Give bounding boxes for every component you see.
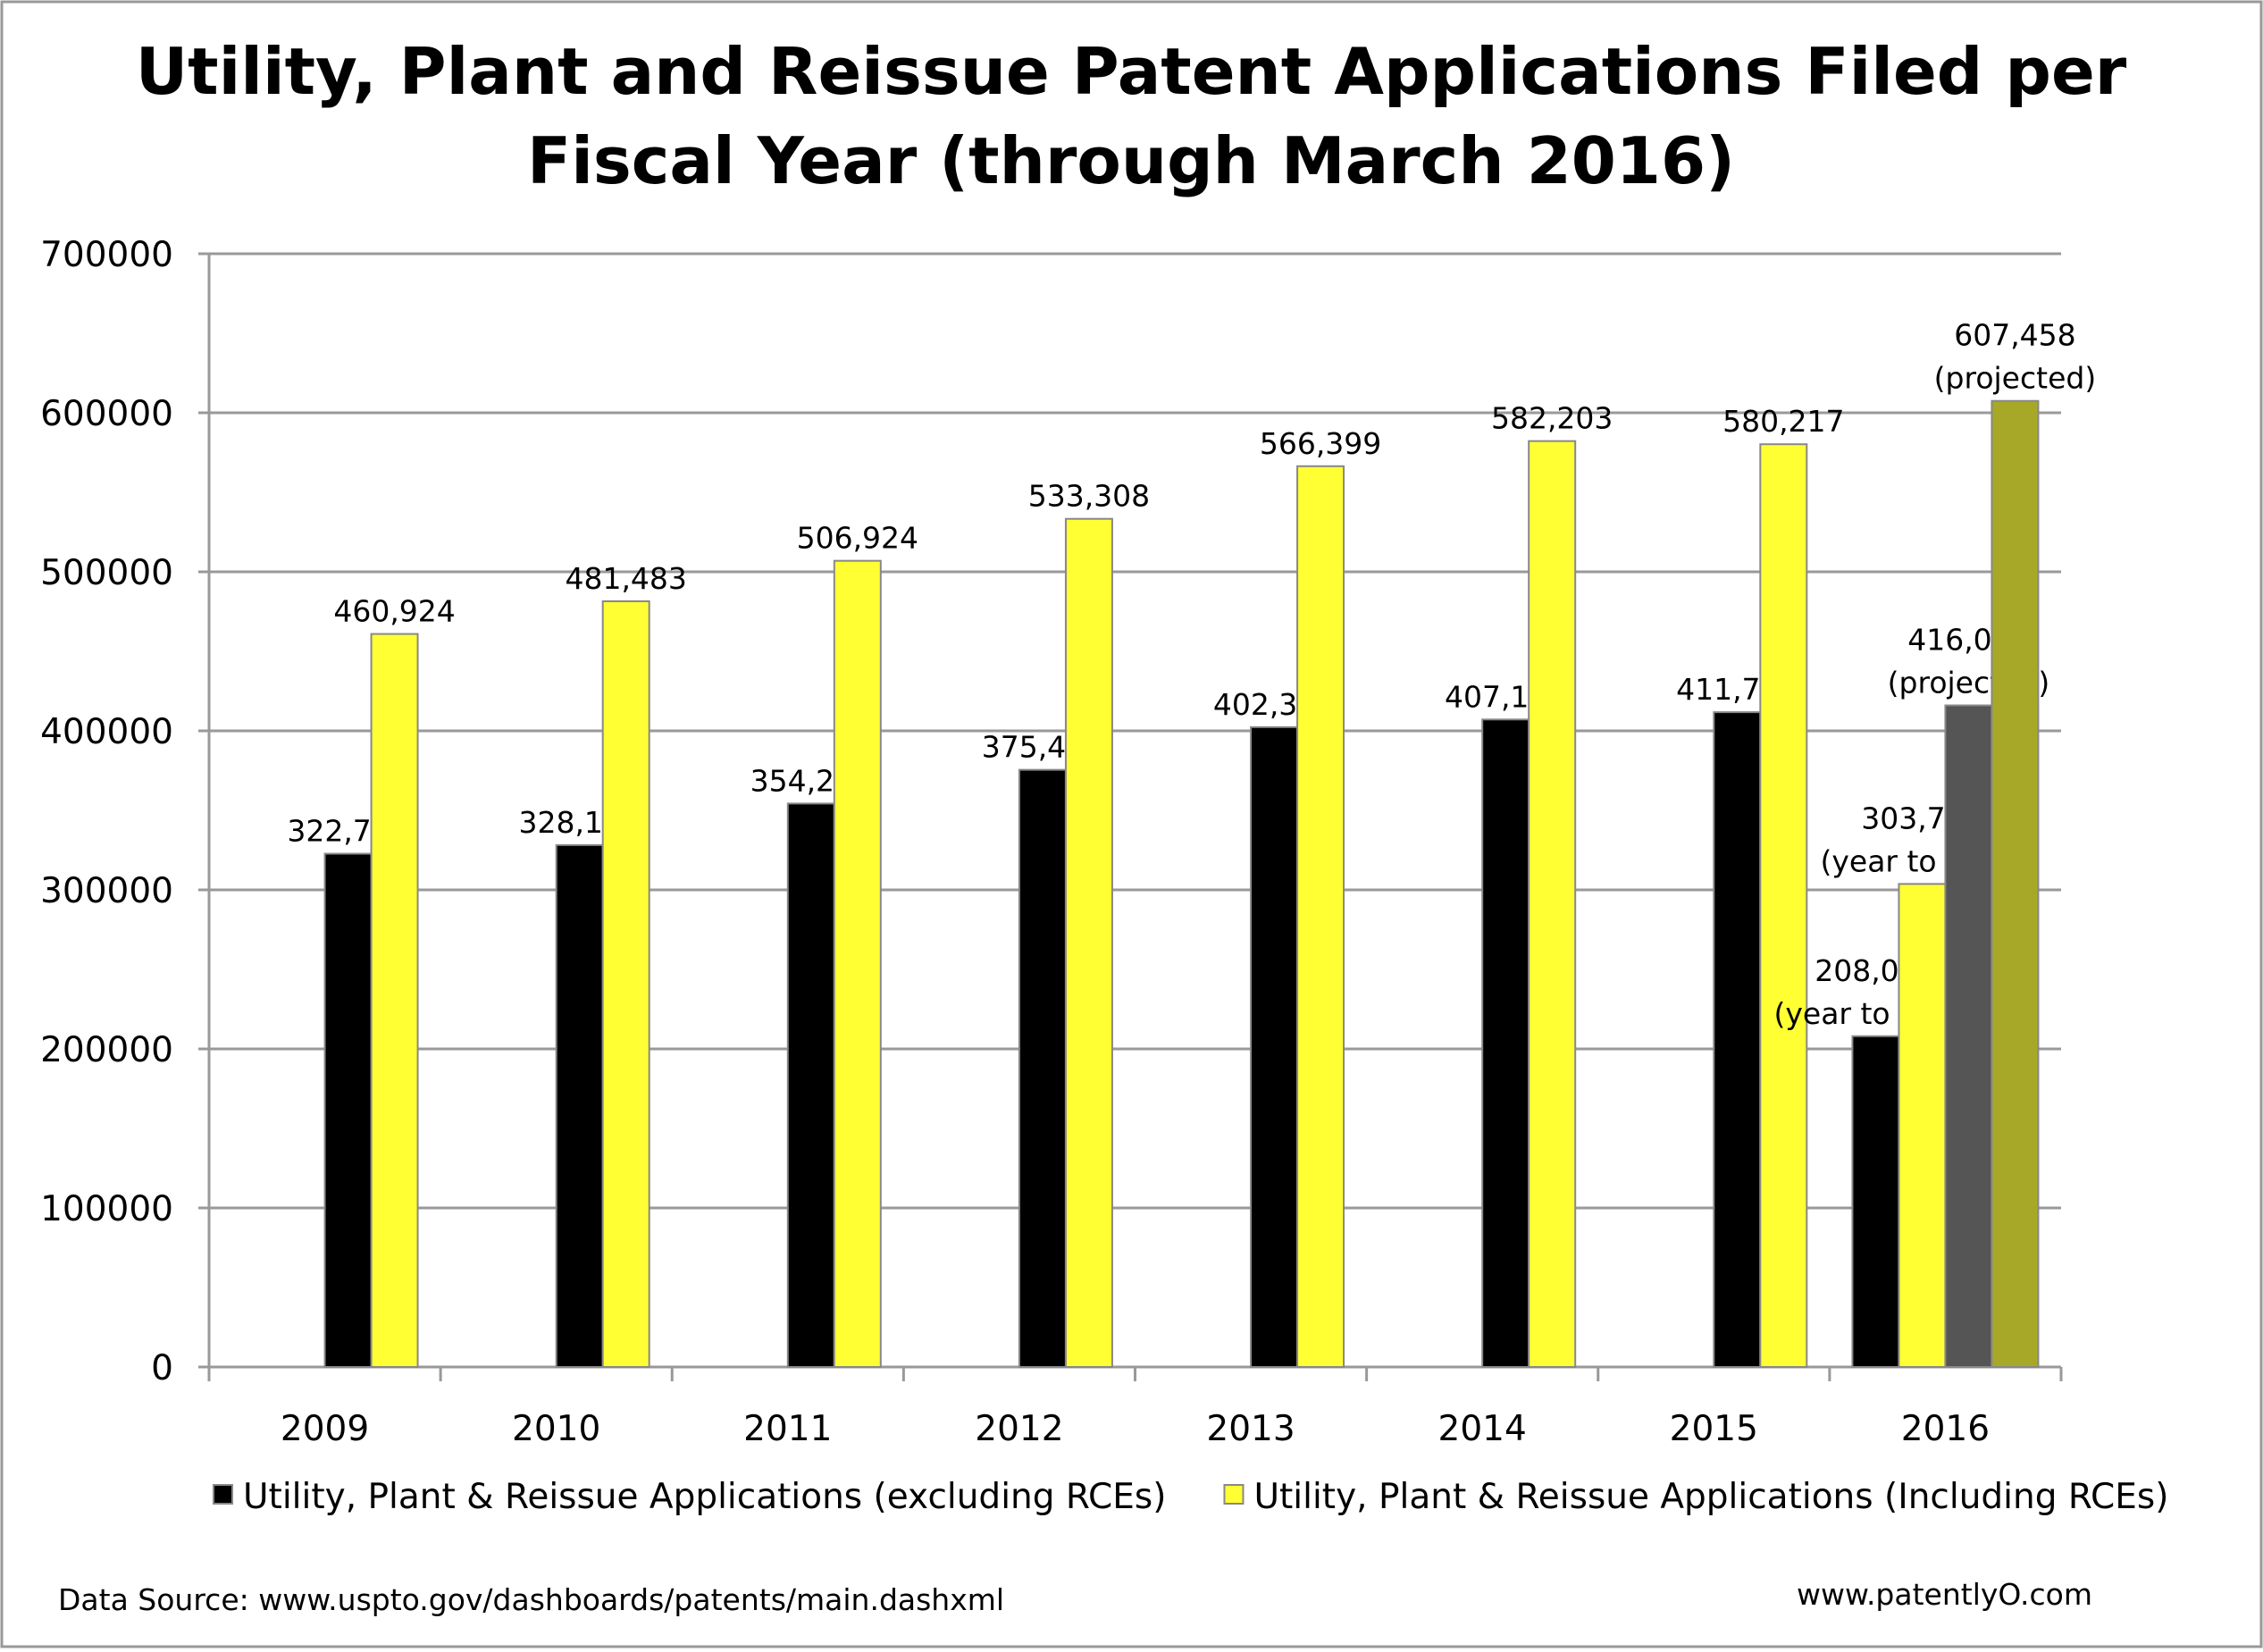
legend-swatch [214, 1485, 232, 1504]
footer-source: Data Source: www.uspto.gov/dashboards/pa… [58, 1582, 1004, 1617]
value-label: 607,458 [1954, 318, 2075, 353]
x-tick-label: 2016 [1901, 1409, 1990, 1449]
y-tick-label: 0 [151, 1348, 173, 1388]
x-tick-label: 2015 [1670, 1409, 1758, 1449]
x-tick-label: 2010 [512, 1409, 600, 1449]
y-tick-label: 200000 [40, 1030, 173, 1070]
chart-title: Utility, Plant and Reissue Patent Applic… [136, 34, 2127, 109]
x-tick-label: 2014 [1438, 1409, 1527, 1449]
x-tick-label: 2011 [743, 1409, 832, 1449]
bar [372, 634, 418, 1367]
bar [1760, 444, 1806, 1367]
chart-title: Fiscal Year (through March 2016) [527, 123, 1735, 198]
bar [1714, 712, 1760, 1367]
value-label: 481,483 [565, 561, 686, 596]
bar [1529, 441, 1575, 1367]
x-tick-label: 2009 [281, 1409, 369, 1449]
bar [788, 803, 834, 1367]
y-tick-label: 700000 [40, 235, 173, 275]
bar [1019, 770, 1066, 1367]
bar [834, 561, 881, 1367]
bar [603, 601, 650, 1367]
bar [1297, 466, 1344, 1367]
x-tick-label: 2012 [975, 1409, 1063, 1449]
value-label: 506,924 [797, 521, 918, 556]
y-tick-label: 600000 [40, 394, 173, 434]
y-tick-label: 500000 [40, 553, 173, 593]
bar [1482, 719, 1529, 1367]
bar [1251, 727, 1297, 1367]
legend-label: Utility, Plant & Reissue Applications (I… [1253, 1477, 2168, 1517]
legend-label: Utility, Plant & Reissue Applications (e… [243, 1477, 1166, 1517]
y-tick-label: 100000 [40, 1189, 173, 1229]
bar [557, 845, 603, 1367]
value-label: 582,203 [1491, 401, 1613, 436]
value-note: (projected) [1934, 361, 2097, 396]
legend-swatch [1224, 1485, 1243, 1504]
bar [1945, 706, 1991, 1367]
x-tick-label: 2013 [1206, 1409, 1295, 1449]
bar [1898, 884, 1945, 1367]
y-tick-label: 400000 [40, 712, 173, 752]
y-tick-label: 300000 [40, 871, 173, 911]
bar [325, 854, 372, 1367]
bar [1066, 519, 1112, 1367]
bar [1852, 1036, 1898, 1367]
bar [1991, 401, 2038, 1367]
footer-site: www.patentlyO.com [1797, 1577, 2092, 1612]
value-label: 533,308 [1028, 479, 1150, 514]
value-label: 566,399 [1260, 426, 1381, 461]
value-label: 460,924 [333, 594, 455, 629]
value-label: 580,217 [1722, 404, 1844, 439]
